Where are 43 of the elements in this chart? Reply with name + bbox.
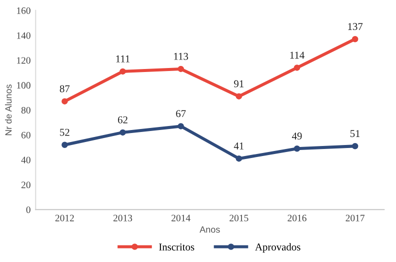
point [62,98,68,104]
x-tick-label: 2017 [346,214,365,222]
data-label: 111 [116,55,130,62]
data-label: 113 [174,52,188,60]
y-tick-label: 60 [21,132,30,138]
point [236,93,242,100]
point [120,68,126,75]
x-axis-title: Anos [200,226,220,233]
y-tick-label: 80 [21,106,30,114]
data-label: 87 [60,85,70,92]
x-tick-label: 2015 [230,214,248,222]
y-tick-label: 0 [26,206,30,214]
data-label: 41 [234,142,244,150]
data-label: 91 [234,80,244,88]
data-label: 62 [118,116,128,124]
y-tick-label: 140 [17,32,30,39]
point [352,143,358,150]
x-tick-label: 2014 [172,214,190,222]
y-tick-label: 100 [17,82,30,89]
point [352,36,358,42]
data-label: 52 [60,128,70,136]
point [178,66,184,72]
point [120,129,126,136]
data-label: 137 [348,23,363,30]
data-label: 49 [292,132,302,140]
point [294,145,300,152]
point [178,123,184,130]
point [62,142,68,148]
data-label: 114 [290,52,304,59]
y-tick-label: 20 [21,182,30,188]
x-tick-label: 2013 [113,214,132,222]
y-tick-label: 160 [17,7,30,14]
y-axis-title: Nr de Alunos [5,84,12,136]
data-label: 67 [176,110,186,118]
x-tick-label: 2016 [288,214,306,222]
legend-label: Inscritos [159,244,194,251]
y-tick-label: 40 [21,156,30,164]
y-tick-label: 120 [17,57,30,64]
point [294,64,300,71]
legend-label: Aprovados [255,243,300,253]
data-label: 51 [350,130,360,138]
x-tick-label: 2012 [55,214,74,222]
point [236,155,242,162]
